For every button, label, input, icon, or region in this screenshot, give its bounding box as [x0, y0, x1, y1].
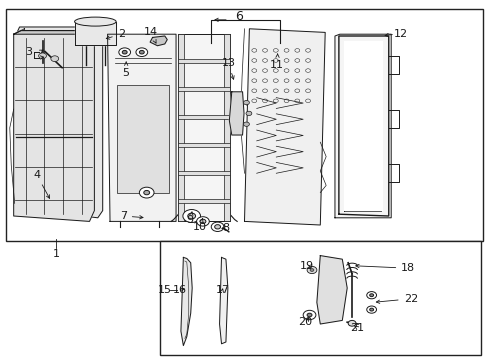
Polygon shape [219, 257, 227, 344]
Circle shape [369, 294, 373, 297]
Bar [6, 9, 482, 241]
Circle shape [243, 100, 249, 105]
Text: 4: 4 [33, 170, 49, 198]
Polygon shape [178, 34, 229, 221]
Text: 9: 9 [186, 212, 193, 225]
Text: 2: 2 [106, 29, 124, 39]
Text: 15: 15 [158, 285, 171, 295]
Polygon shape [244, 29, 325, 225]
Bar [343, 41, 382, 211]
Circle shape [187, 213, 195, 219]
Text: 12: 12 [393, 29, 407, 39]
Circle shape [366, 292, 376, 299]
Polygon shape [229, 92, 244, 135]
Circle shape [309, 269, 313, 271]
Circle shape [136, 48, 147, 57]
Circle shape [119, 48, 130, 57]
Bar [178, 143, 229, 147]
Text: 22: 22 [376, 294, 417, 304]
Text: 7: 7 [120, 211, 142, 221]
Text: 16: 16 [173, 285, 186, 295]
Circle shape [183, 210, 200, 222]
Polygon shape [334, 34, 390, 218]
Bar [178, 34, 184, 221]
Bar [224, 34, 229, 221]
Circle shape [243, 122, 249, 126]
Bar [160, 241, 480, 355]
Text: 10: 10 [192, 219, 206, 232]
Text: 5: 5 [122, 62, 129, 78]
Text: 1: 1 [53, 249, 60, 259]
Circle shape [39, 53, 46, 59]
Circle shape [303, 310, 315, 320]
Bar [178, 115, 229, 119]
Circle shape [214, 225, 220, 229]
Text: 21: 21 [349, 323, 363, 333]
Text: 3: 3 [25, 47, 32, 57]
Polygon shape [17, 27, 102, 218]
Circle shape [306, 313, 311, 317]
Circle shape [366, 306, 376, 313]
Circle shape [369, 308, 373, 311]
Polygon shape [316, 256, 346, 324]
Circle shape [211, 222, 224, 231]
Circle shape [122, 50, 127, 54]
Circle shape [139, 50, 144, 54]
Text: 14: 14 [143, 27, 157, 43]
Circle shape [143, 190, 149, 195]
Polygon shape [107, 34, 176, 221]
Text: 18: 18 [355, 263, 414, 273]
Bar [178, 59, 229, 63]
Polygon shape [150, 36, 167, 46]
Circle shape [196, 217, 209, 226]
Bar [178, 171, 229, 175]
Text: 20: 20 [298, 317, 312, 327]
Bar [178, 87, 229, 91]
Polygon shape [14, 31, 94, 34]
Text: 13: 13 [221, 58, 235, 79]
Circle shape [51, 56, 59, 62]
Text: 11: 11 [270, 54, 284, 70]
Circle shape [347, 320, 355, 326]
Polygon shape [14, 31, 94, 221]
Circle shape [306, 266, 316, 274]
Polygon shape [74, 22, 116, 45]
Text: 19: 19 [300, 261, 313, 271]
Text: 6: 6 [234, 10, 242, 23]
Circle shape [200, 219, 205, 224]
Circle shape [139, 187, 154, 198]
Polygon shape [181, 257, 192, 346]
Bar [178, 199, 229, 203]
Bar [117, 85, 168, 193]
Text: 17: 17 [215, 285, 229, 295]
Circle shape [245, 111, 251, 116]
Ellipse shape [74, 17, 116, 26]
Text: 8: 8 [222, 222, 229, 233]
